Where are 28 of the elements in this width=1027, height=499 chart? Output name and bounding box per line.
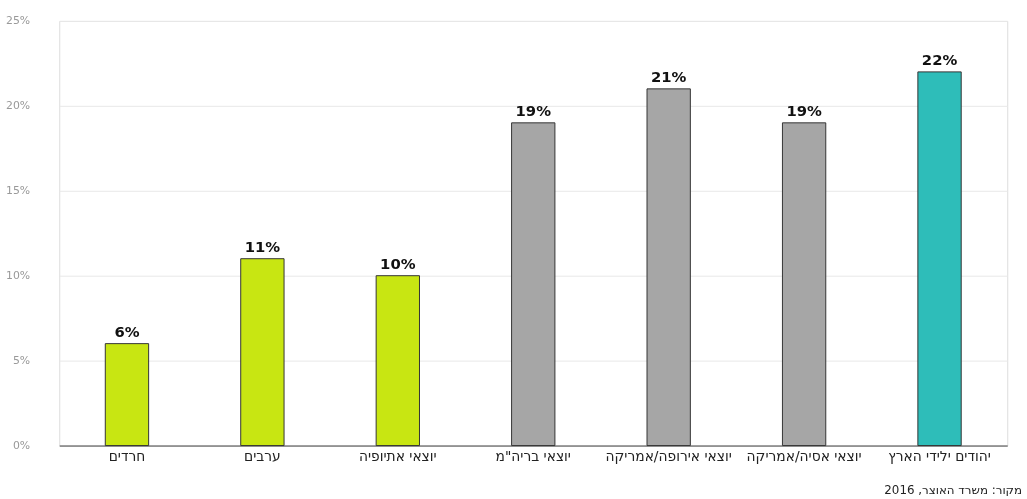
y-tick-label: 5% [12, 354, 31, 368]
bar [917, 71, 962, 447]
bar [240, 258, 285, 447]
x-tick-label: חרדים [108, 447, 146, 464]
x-tick-label: יהודים ילידי הארץ [888, 447, 991, 464]
y-tick-label: 15% [5, 184, 31, 198]
y-tick-label: 20% [5, 99, 31, 113]
x-tick-label: יוצאי אסיה/אמריקה [746, 447, 862, 464]
bar [511, 122, 556, 447]
y-tick-label: 25% [5, 14, 31, 28]
x-tick-label: ערבים [244, 447, 281, 464]
x-tick-label: יוצאי בריה"מ [495, 447, 571, 464]
data-label: 10% [380, 254, 416, 272]
data-label: 22% [921, 50, 958, 68]
bar [375, 275, 420, 447]
data-label: 19% [786, 101, 822, 119]
text: מקור: משרד האוצר, 2016 [884, 482, 1023, 497]
data-label: 19% [515, 101, 552, 119]
bar [646, 88, 691, 447]
data-label: 6% [114, 322, 140, 340]
bar [104, 343, 150, 447]
data-label: 11% [244, 237, 281, 255]
x-tick-label: יוצאי אירופה/אמריקה [605, 447, 732, 464]
x-tick-label: יוצאי אתיופיה [358, 447, 437, 464]
y-tick-label: 0% [12, 439, 31, 453]
bar [781, 122, 827, 447]
y-tick-label: 10% [5, 269, 31, 283]
data-label: 21% [650, 67, 687, 85]
